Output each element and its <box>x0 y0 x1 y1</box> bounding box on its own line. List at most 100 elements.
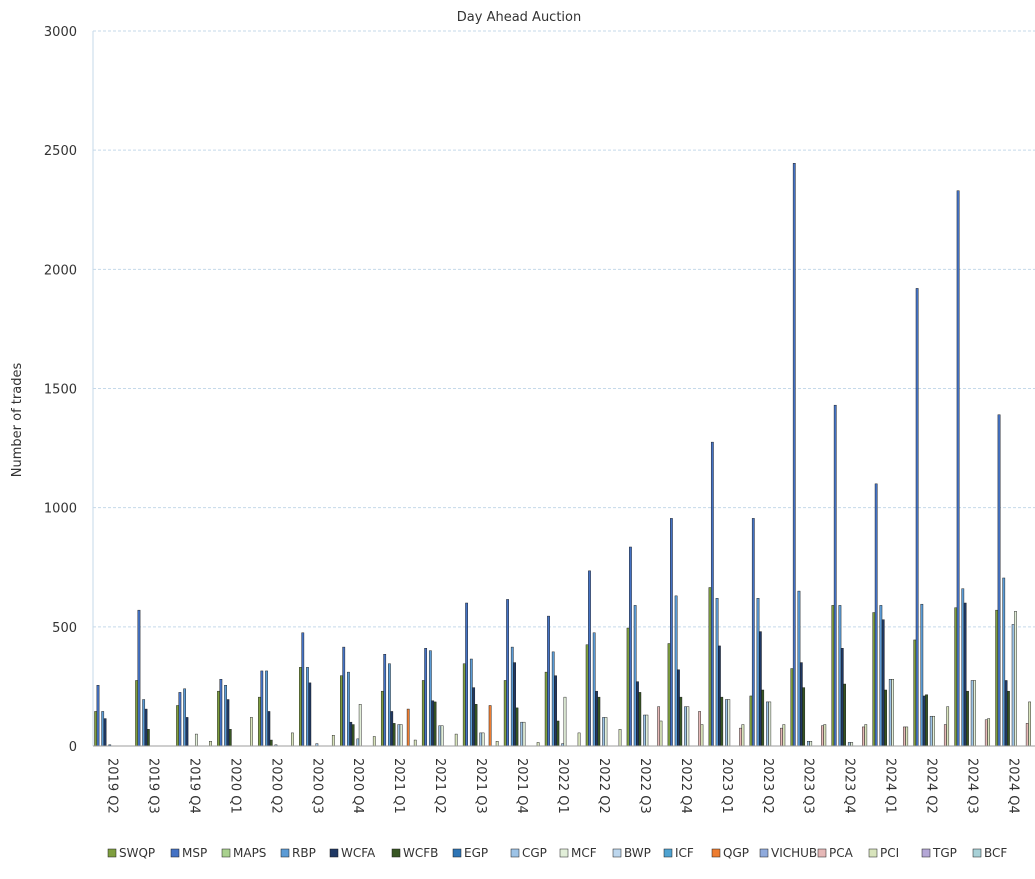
x-tick-label: 2019 Q2 <box>105 758 120 814</box>
category-group <box>954 190 991 747</box>
y-tick-label: 3000 <box>44 25 77 40</box>
bar-swqp <box>135 680 138 747</box>
bar-pci <box>209 741 212 747</box>
category-group <box>790 163 827 747</box>
category-group <box>831 404 868 747</box>
bar-wcfb <box>679 696 683 747</box>
bar-wcfb <box>433 701 437 747</box>
bar-wcfa <box>922 695 926 747</box>
bar-msp <box>792 163 796 747</box>
y-axis-ticks: 0 500 1000 1500 2000 2500 3000 <box>44 25 77 755</box>
bar-wcfb <box>269 739 273 747</box>
legend-item-vichub: VICHUB <box>759 846 817 860</box>
bar-swqp <box>421 680 425 747</box>
bar-cgp <box>520 721 524 747</box>
bar-swqp <box>626 627 630 747</box>
category-group <box>667 518 704 747</box>
x-tick-label: 2024 Q4 <box>1006 758 1021 814</box>
bar-msp <box>506 599 509 747</box>
bar-mcf <box>891 679 894 747</box>
bar-mcf <box>809 741 813 747</box>
x-tick-label: 2024 Q3 <box>965 758 980 814</box>
bar-pca <box>698 711 701 747</box>
bar-wcfa <box>963 602 967 747</box>
legend-swatch <box>559 848 569 858</box>
bar-swqp <box>585 644 589 747</box>
bar-cgp <box>888 679 892 747</box>
bar-cgp <box>1011 624 1015 747</box>
bar-msp <box>465 602 468 747</box>
legend: SWQP MSP MAPS RBP WCFA WCFB EGP CGP MCF BWP ICF QGP… <box>107 846 1007 860</box>
bar-msp <box>137 609 141 747</box>
legend-item-bwp: BWP <box>612 846 651 860</box>
bar-pci <box>823 724 827 747</box>
bar-rbp <box>265 670 268 747</box>
bar-swqp <box>954 607 958 747</box>
chart-title: Day Ahead Auction <box>457 10 581 25</box>
category-group <box>135 609 150 747</box>
bar-cgp <box>766 701 769 747</box>
legend-item-pci: PCI <box>868 846 899 860</box>
bar-msp <box>96 685 100 747</box>
legend-swatch <box>452 848 462 858</box>
x-tick-label: 2023 Q2 <box>760 758 775 814</box>
bar-wcfb <box>925 694 928 747</box>
bar-msp <box>670 518 673 747</box>
legend-label: ICF <box>675 846 694 860</box>
legend-item-tgp: TGP <box>921 846 957 860</box>
bar-wcfa <box>472 687 476 747</box>
bar-cgp <box>847 742 851 747</box>
legend-item-maps: MAPS <box>221 846 266 860</box>
bar-wcfb <box>720 696 724 747</box>
bar-wcfb <box>761 689 765 747</box>
bar-rbp <box>797 590 801 747</box>
category-group <box>872 483 909 747</box>
bar-mcf <box>973 680 976 747</box>
bar-swqp <box>380 690 384 747</box>
bar-swqp <box>790 668 794 747</box>
bar-wcfb <box>392 723 396 747</box>
legend-label: QGP <box>723 846 749 860</box>
legend-label: VICHUB <box>771 846 817 860</box>
bar-pci <box>1028 701 1031 747</box>
y-tick-label: 2500 <box>44 144 77 159</box>
bar-pci <box>536 742 540 747</box>
bar-pca <box>739 727 742 747</box>
y-axis-title: Number of trades <box>10 363 25 478</box>
bar-wcfb <box>638 692 642 747</box>
bar-rbp <box>715 598 719 747</box>
bar-mcf <box>727 699 731 747</box>
legend-swatch <box>510 848 520 858</box>
legend-label: RBP <box>292 846 316 860</box>
bar-wcfa <box>718 645 721 747</box>
bar-msp <box>588 570 591 747</box>
x-tick-label: 2021 Q2 <box>432 758 447 814</box>
bar-rbp <box>756 598 760 747</box>
bar-msp <box>219 679 223 747</box>
legend-item-rbp: RBP <box>280 846 316 860</box>
bar-qgp <box>406 708 410 747</box>
bar-rbp <box>838 605 842 747</box>
bar-wcfa <box>103 718 107 747</box>
bar-pca <box>821 725 824 747</box>
bar-pci <box>946 706 950 747</box>
bar-rbp <box>674 595 678 747</box>
bar-qgp <box>488 705 492 747</box>
bar-wcfa <box>1004 680 1008 747</box>
legend-label: MAPS <box>233 846 266 860</box>
x-tick-label: 2022 Q3 <box>637 758 652 814</box>
bar-wcfa <box>595 690 598 747</box>
bar-rbp <box>101 711 105 747</box>
bar-rbp <box>183 688 186 747</box>
y-tick-label: 2000 <box>44 263 77 278</box>
legend-label: PCI <box>880 846 899 860</box>
bar-rbp <box>879 605 883 747</box>
bar-rbp <box>592 632 596 747</box>
bar-wcfa <box>267 711 271 747</box>
bar-swqp <box>708 587 712 747</box>
x-tick-label: 2021 Q3 <box>473 758 488 814</box>
category-group <box>421 648 458 747</box>
legend-swatch <box>663 848 673 858</box>
legend-label: SWQP <box>119 846 155 860</box>
